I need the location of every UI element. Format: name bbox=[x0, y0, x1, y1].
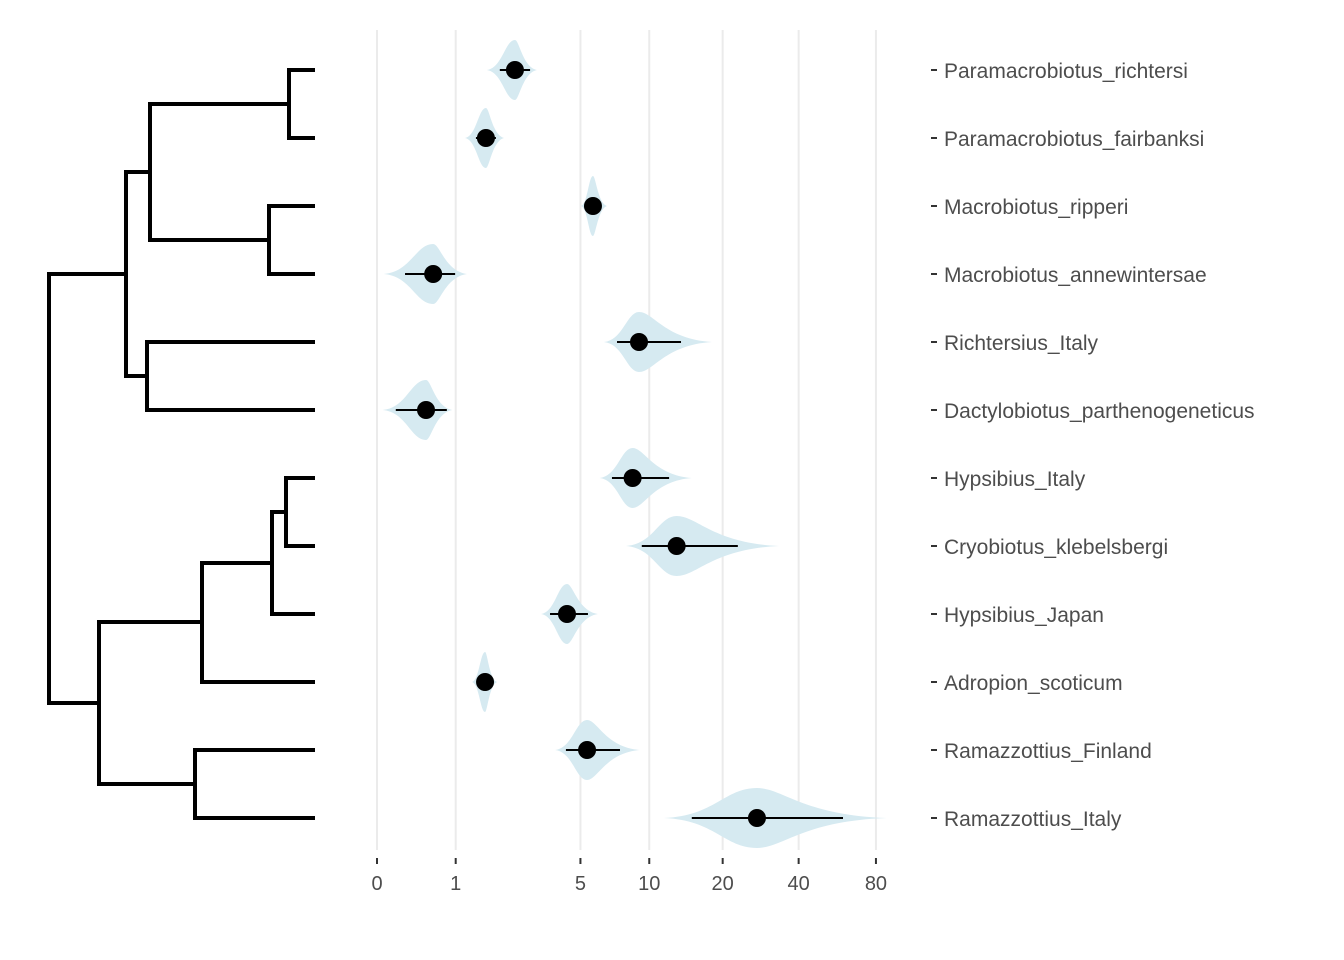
point-estimate bbox=[623, 469, 642, 487]
clade-richtersius-dactylobiotus bbox=[145, 340, 315, 412]
point-estimate bbox=[578, 741, 597, 759]
point-estimate bbox=[417, 401, 436, 419]
x-tick-label: 20 bbox=[712, 873, 734, 895]
x-tick-label: 0 bbox=[371, 873, 382, 895]
point-estimate bbox=[557, 605, 576, 623]
x-tick-label: 10 bbox=[638, 873, 660, 895]
x-tick-label: 5 bbox=[575, 873, 586, 895]
taxon-label: Cryobiotus_klebelsbergi bbox=[944, 536, 1168, 559]
x-axis: 0 1 5 10 20 40 80 bbox=[371, 858, 887, 895]
point-estimate bbox=[476, 129, 495, 147]
x-tick-label: 40 bbox=[788, 873, 810, 895]
point-estimate bbox=[667, 537, 686, 555]
point-estimate bbox=[630, 333, 649, 351]
clade-parachela-b bbox=[97, 620, 204, 786]
gridlines bbox=[376, 30, 877, 850]
point-estimate bbox=[747, 809, 766, 827]
phylogenetic-tree bbox=[47, 68, 315, 820]
taxon-label: Ramazzottius_Italy bbox=[944, 808, 1122, 831]
taxon-labels: Paramacrobiotus_richtersi Paramacrobiotus… bbox=[931, 60, 1255, 831]
taxon-label: Paramacrobiotus_fairbanksi bbox=[944, 128, 1204, 151]
taxon-label: Hypsibius_Italy bbox=[944, 468, 1086, 491]
taxon-label: Ramazzottius_Finland bbox=[944, 740, 1152, 763]
clade-macrobiotus bbox=[267, 204, 315, 276]
clade-hypsibius-cryobiotus bbox=[284, 476, 315, 548]
clade-ramazzottius bbox=[193, 748, 315, 820]
taxon-label: Dactylobiotus_parthenogeneticus bbox=[944, 400, 1255, 423]
point-estimate bbox=[476, 673, 495, 691]
point-estimate bbox=[424, 265, 443, 283]
violins bbox=[382, 40, 887, 848]
clade-paramacrobiotus bbox=[287, 68, 315, 140]
root bbox=[47, 272, 128, 705]
taxon-label: Macrobiotus_annewintersae bbox=[944, 264, 1207, 287]
clade-hypsibiidae-b bbox=[200, 561, 315, 684]
clade-hypsibiidae-a bbox=[270, 510, 315, 616]
taxon-label: Hypsibius_Japan bbox=[944, 604, 1104, 627]
taxon-label: Richtersius_Italy bbox=[944, 332, 1099, 355]
point-estimate bbox=[505, 61, 524, 79]
taxon-label: Paramacrobiotus_richtersi bbox=[944, 60, 1188, 83]
taxon-label: Macrobiotus_ripperi bbox=[944, 196, 1128, 219]
x-tick-label: 1 bbox=[450, 873, 461, 895]
taxon-label: Adropion_scoticum bbox=[944, 672, 1123, 695]
point-estimate bbox=[583, 197, 602, 215]
x-tick-label: 80 bbox=[865, 873, 887, 895]
